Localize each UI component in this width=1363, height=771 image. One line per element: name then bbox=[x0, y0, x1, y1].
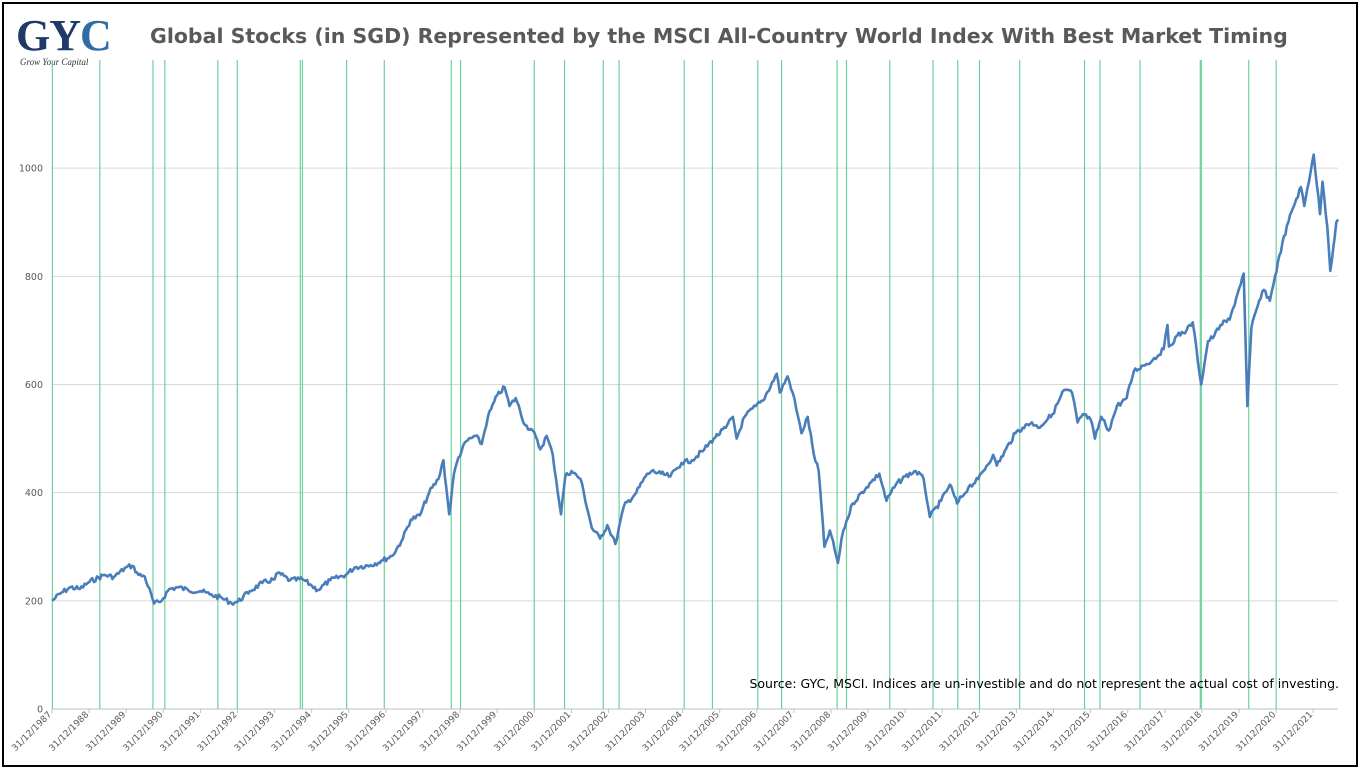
gyc-logo: GYC Grow Your Capital bbox=[16, 14, 136, 72]
y-tick-label: 800 bbox=[25, 272, 43, 283]
y-tick-label: 1000 bbox=[19, 164, 43, 175]
logo-text-accent: C bbox=[80, 11, 112, 60]
y-tick-label: 600 bbox=[25, 380, 43, 391]
logo-text-main: GY bbox=[16, 11, 81, 60]
logo-tagline: Grow Your Capital bbox=[20, 57, 89, 67]
x-tick-label: 31/12/2021 bbox=[1272, 710, 1316, 754]
y-tick-label: 200 bbox=[25, 596, 43, 607]
chart-title: Global Stocks (in SGD) Represented by th… bbox=[150, 24, 1288, 48]
y-tick-label: 0 bbox=[37, 705, 43, 716]
y-tick-label: 400 bbox=[25, 488, 43, 499]
index-series-line bbox=[51, 153, 1340, 606]
source-note: Source: GYC, MSCI. Indices are un-invest… bbox=[749, 676, 1339, 691]
logo-wordmark: GYC bbox=[16, 11, 112, 60]
